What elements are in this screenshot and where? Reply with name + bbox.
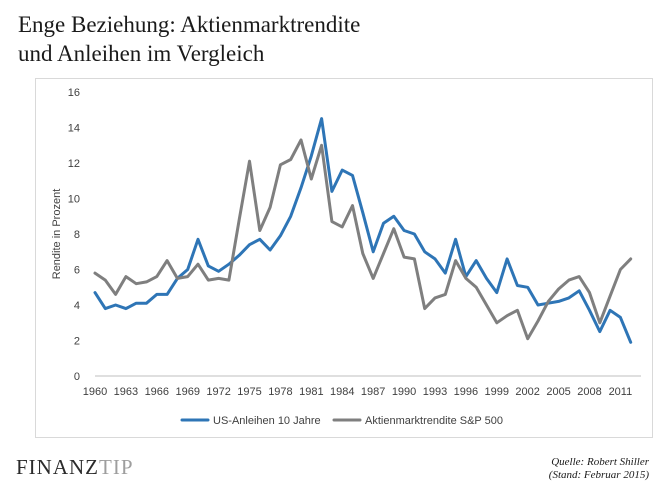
x-tick-label: 1993 (423, 386, 447, 398)
x-tick-label: 1981 (299, 386, 323, 398)
y-tick-label: 6 (74, 265, 80, 277)
chart-title-line-1: Enge Beziehung: Aktienmarktrendite (18, 12, 361, 37)
chart-title-line-2: und Anleihen im Vergleich (18, 41, 265, 66)
logo-text-primary: FINANZ (16, 455, 99, 479)
x-tick-label: 1990 (392, 386, 416, 398)
x-tick-label: 2011 (609, 386, 633, 398)
x-tick-label: 1996 (454, 386, 478, 398)
line-chart: 0 2 4 6 8 10 12 14 16 1960 1963 1966 1969 1972 1975 197… (51, 87, 641, 427)
source-line-2: (Stand: Februar 2015) (548, 469, 649, 481)
y-tick-label: 12 (68, 158, 80, 170)
series-line-1 (93, 117, 633, 344)
x-tick-label: 1960 (83, 386, 107, 398)
x-tick-label: 1969 (175, 386, 199, 398)
y-tick-label: 2 (74, 336, 80, 348)
x-tick-label: 1966 (145, 386, 169, 398)
y-tick-label: 8 (74, 229, 80, 241)
x-tick-label: 1978 (268, 386, 292, 398)
y-tick-label: 16 (68, 87, 80, 99)
x-tick-label: 1984 (330, 386, 354, 398)
y-tick-label: 14 (68, 123, 80, 135)
x-tick-label: 1963 (114, 386, 138, 398)
x-tick-label: 1972 (206, 386, 230, 398)
legend-label-2: Aktienmarktrendite S&P 500 (365, 415, 503, 427)
x-tick-label: 2002 (515, 386, 539, 398)
x-tick-label: 1987 (361, 386, 385, 398)
x-tick-label: 1975 (237, 386, 261, 398)
chart-frame: 0 2 4 6 8 10 12 14 16 1960 1963 1966 1969 1972 1975 197… (35, 78, 653, 438)
x-tick-label: 2008 (577, 386, 601, 398)
chart-title: Enge Beziehung: Aktienmarktrendite und A… (18, 10, 360, 68)
source-line-1: Quelle: Robert Shiller (551, 456, 649, 468)
legend-label-1: US-Anleihen 10 Jahre (213, 415, 321, 427)
y-tick-label: 4 (74, 300, 80, 312)
logo-text-accent: TIP (99, 455, 134, 479)
x-tick-label: 1999 (485, 386, 509, 398)
y-tick-label: 10 (68, 194, 80, 206)
source-note: Quelle: Robert Shiller (Stand: Februar 2… (549, 456, 649, 482)
y-axis-label: Rendite in Prozent (51, 189, 63, 280)
finanztip-logo: FINANZTIP (16, 455, 134, 480)
y-tick-label: 0 (74, 371, 80, 383)
x-tick-label: 2005 (546, 386, 570, 398)
series-line-2 (93, 138, 633, 341)
